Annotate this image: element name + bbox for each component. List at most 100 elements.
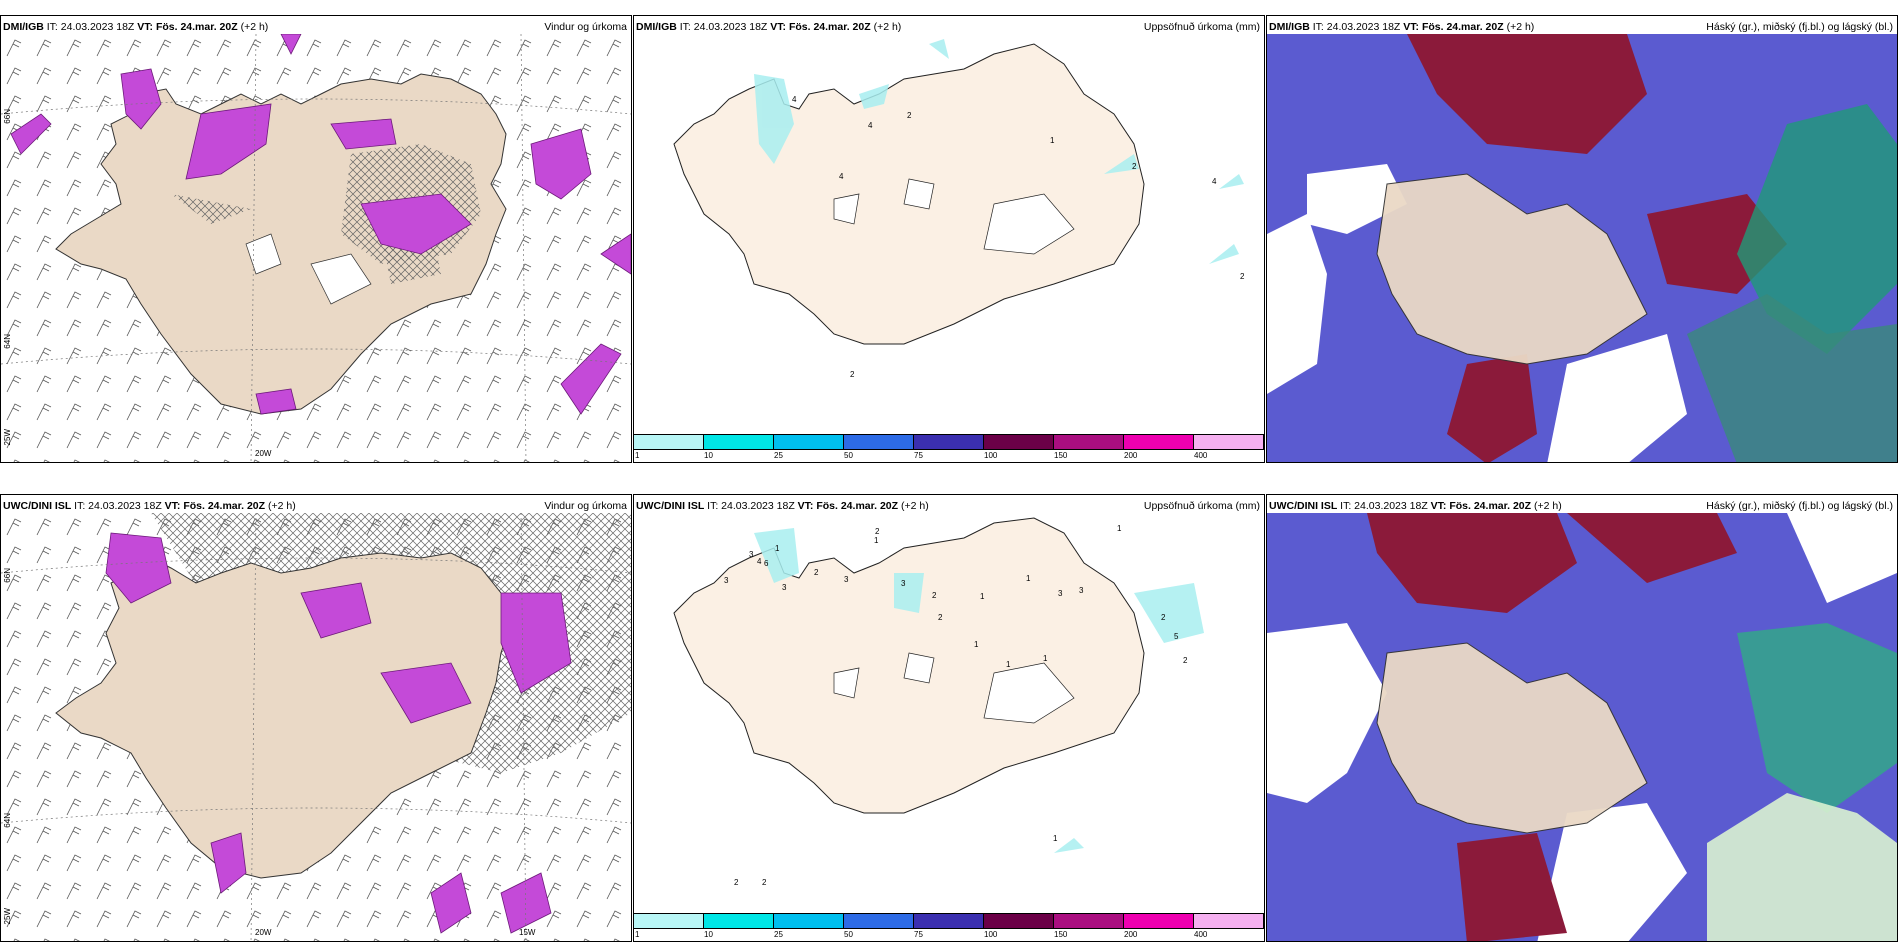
panel-header: UWC/DINI ISL IT: 24.03.2023 18Z VT: Fös.… <box>3 500 627 512</box>
colorbar-tick: 400 <box>1194 451 1208 460</box>
svg-text:3: 3 <box>782 583 787 592</box>
wind-precip-map <box>1 513 631 941</box>
precip-cells <box>10 34 631 415</box>
panel-wind-precip-dmi: DMI/IGB IT: 24.03.2023 18Z VT: Fös. 24.m… <box>0 15 632 463</box>
panel-wind-precip-uwc: UWC/DINI ISL IT: 24.03.2023 18Z VT: Fös.… <box>0 494 632 942</box>
svg-text:3: 3 <box>724 576 729 585</box>
colorbar-tick: 10 <box>704 451 713 460</box>
wind-precip-map <box>1 34 631 462</box>
colorbar-box <box>1194 913 1264 929</box>
svg-text:3: 3 <box>1058 589 1063 598</box>
map-area: 2 1 3 4 6 3 2 3 3 3 2 1 2 1 1 3 5 2 2 1 <box>634 513 1264 908</box>
svg-text:1: 1 <box>1043 654 1048 663</box>
lon-label-25: 25W <box>3 429 12 446</box>
svg-text:2: 2 <box>1132 162 1137 171</box>
svg-text:1: 1 <box>1026 574 1031 583</box>
colorbar-box <box>1124 434 1194 450</box>
svg-text:2: 2 <box>1161 613 1166 622</box>
panel-title: Vindur og úrkoma <box>544 500 627 512</box>
clouds-map <box>1267 34 1897 462</box>
svg-text:2: 2 <box>1183 656 1188 665</box>
panel-title: Uppsöfnuð úrkoma (mm) <box>1143 500 1260 512</box>
svg-text:5: 5 <box>1174 632 1179 641</box>
map-area <box>1267 513 1897 941</box>
lon-label-20: 20W <box>255 449 272 458</box>
svg-text:4: 4 <box>839 172 844 181</box>
colorbar: 1 10 25 50 75 100 150 200 400 <box>634 913 1264 941</box>
svg-text:2: 2 <box>850 370 855 379</box>
colorbar-box <box>914 913 984 929</box>
colorbar-tick: 100 <box>984 451 998 460</box>
map-area <box>1267 34 1897 462</box>
colorbar-box <box>914 434 984 450</box>
svg-text:2: 2 <box>762 878 767 887</box>
svg-text:2: 2 <box>734 878 739 887</box>
panel-header: UWC/DINI ISL IT: 24.03.2023 18Z VT: Fös.… <box>636 500 1260 512</box>
colorbar-box <box>1054 913 1124 929</box>
svg-text:2: 2 <box>932 591 937 600</box>
colorbar-tick: 1 <box>635 930 640 939</box>
svg-text:1: 1 <box>980 592 985 601</box>
panel-header: UWC/DINI ISL IT: 24.03.2023 18Z VT: Fös.… <box>1269 500 1893 512</box>
lat-label-66: 66N <box>3 568 12 583</box>
colorbar-tick: 400 <box>1194 930 1208 939</box>
colorbar-box <box>844 913 914 929</box>
colorbar-tick: 75 <box>914 930 923 939</box>
colorbar-tick: 50 <box>844 451 853 460</box>
svg-text:2: 2 <box>907 111 912 120</box>
panel-title: Háský (gr.), miðský (fj.bl.) og lágský (… <box>1706 500 1893 512</box>
panel-accum-precip-dmi: DMI/IGB IT: 24.03.2023 18Z VT: Fös. 24.m… <box>633 15 1265 463</box>
lon-label-15: 15W <box>519 928 536 937</box>
map-area: 4 4 2 1 4 2 4 2 2 <box>634 34 1264 429</box>
svg-text:3: 3 <box>901 579 906 588</box>
svg-text:1: 1 <box>1050 136 1055 145</box>
map-area: 66N 64N 25W 20W 15W <box>1 513 631 941</box>
svg-text:4: 4 <box>1212 177 1217 186</box>
precip-total-labels: 4 4 2 1 4 2 4 2 2 <box>792 95 1245 379</box>
colorbar-tick: 150 <box>1054 451 1068 460</box>
precip-total-labels: 2 1 3 4 6 3 2 3 3 3 2 1 2 1 1 3 5 2 2 1 <box>724 524 1188 887</box>
colorbar-tick: 25 <box>774 451 783 460</box>
svg-text:4: 4 <box>792 95 797 104</box>
svg-text:2: 2 <box>875 527 880 536</box>
svg-text:6: 6 <box>764 559 769 568</box>
lon-label-25: 25W <box>3 908 12 925</box>
colorbar-box <box>774 913 844 929</box>
panel-clouds-uwc: UWC/DINI ISL IT: 24.03.2023 18Z VT: Fös.… <box>1266 494 1898 942</box>
svg-text:1: 1 <box>1053 834 1058 843</box>
svg-text:1: 1 <box>974 640 979 649</box>
colorbar-tick: 200 <box>1124 451 1138 460</box>
colorbar-tick: 50 <box>844 930 853 939</box>
colorbar-tick: 200 <box>1124 930 1138 939</box>
colorbar-box <box>1194 434 1264 450</box>
colorbar-box <box>984 434 1054 450</box>
lat-label-64: 64N <box>3 334 12 349</box>
precip-areas <box>754 528 1204 853</box>
clouds-map <box>1267 513 1897 941</box>
lat-label-66: 66N <box>3 109 12 124</box>
colorbar-box <box>1124 913 1194 929</box>
svg-text:1: 1 <box>1117 524 1122 533</box>
panel-title: Uppsöfnuð úrkoma (mm) <box>1143 21 1260 33</box>
colorbar-tick: 25 <box>774 930 783 939</box>
svg-text:4: 4 <box>868 121 873 130</box>
accum-precip-map: 2 1 3 4 6 3 2 3 3 3 2 1 2 1 1 3 5 2 2 1 <box>673 517 1204 887</box>
iceland-landmass <box>1376 173 1648 365</box>
panel-title: Háský (gr.), miðský (fj.bl.) og lágský (… <box>1706 21 1893 33</box>
colorbar-box <box>634 913 704 929</box>
svg-text:3: 3 <box>749 550 754 559</box>
panel-header: DMI/IGB IT: 24.03.2023 18Z VT: Fös. 24.m… <box>3 21 627 33</box>
colorbar-tick: 1 <box>635 451 640 460</box>
colorbar: 1 10 25 50 75 100 150 200 400 <box>634 434 1264 462</box>
colorbar-box <box>704 913 774 929</box>
svg-text:1: 1 <box>1006 660 1011 669</box>
svg-text:2: 2 <box>1240 272 1245 281</box>
precip-cells <box>105 532 572 934</box>
colorbar-box <box>634 434 704 450</box>
colorbar-box <box>1054 434 1124 450</box>
svg-text:4: 4 <box>757 557 762 566</box>
panel-title: Vindur og úrkoma <box>544 21 627 33</box>
colorbar-box <box>704 434 774 450</box>
colorbar-box <box>984 913 1054 929</box>
panel-header: DMI/IGB IT: 24.03.2023 18Z VT: Fös. 24.m… <box>1269 21 1893 33</box>
